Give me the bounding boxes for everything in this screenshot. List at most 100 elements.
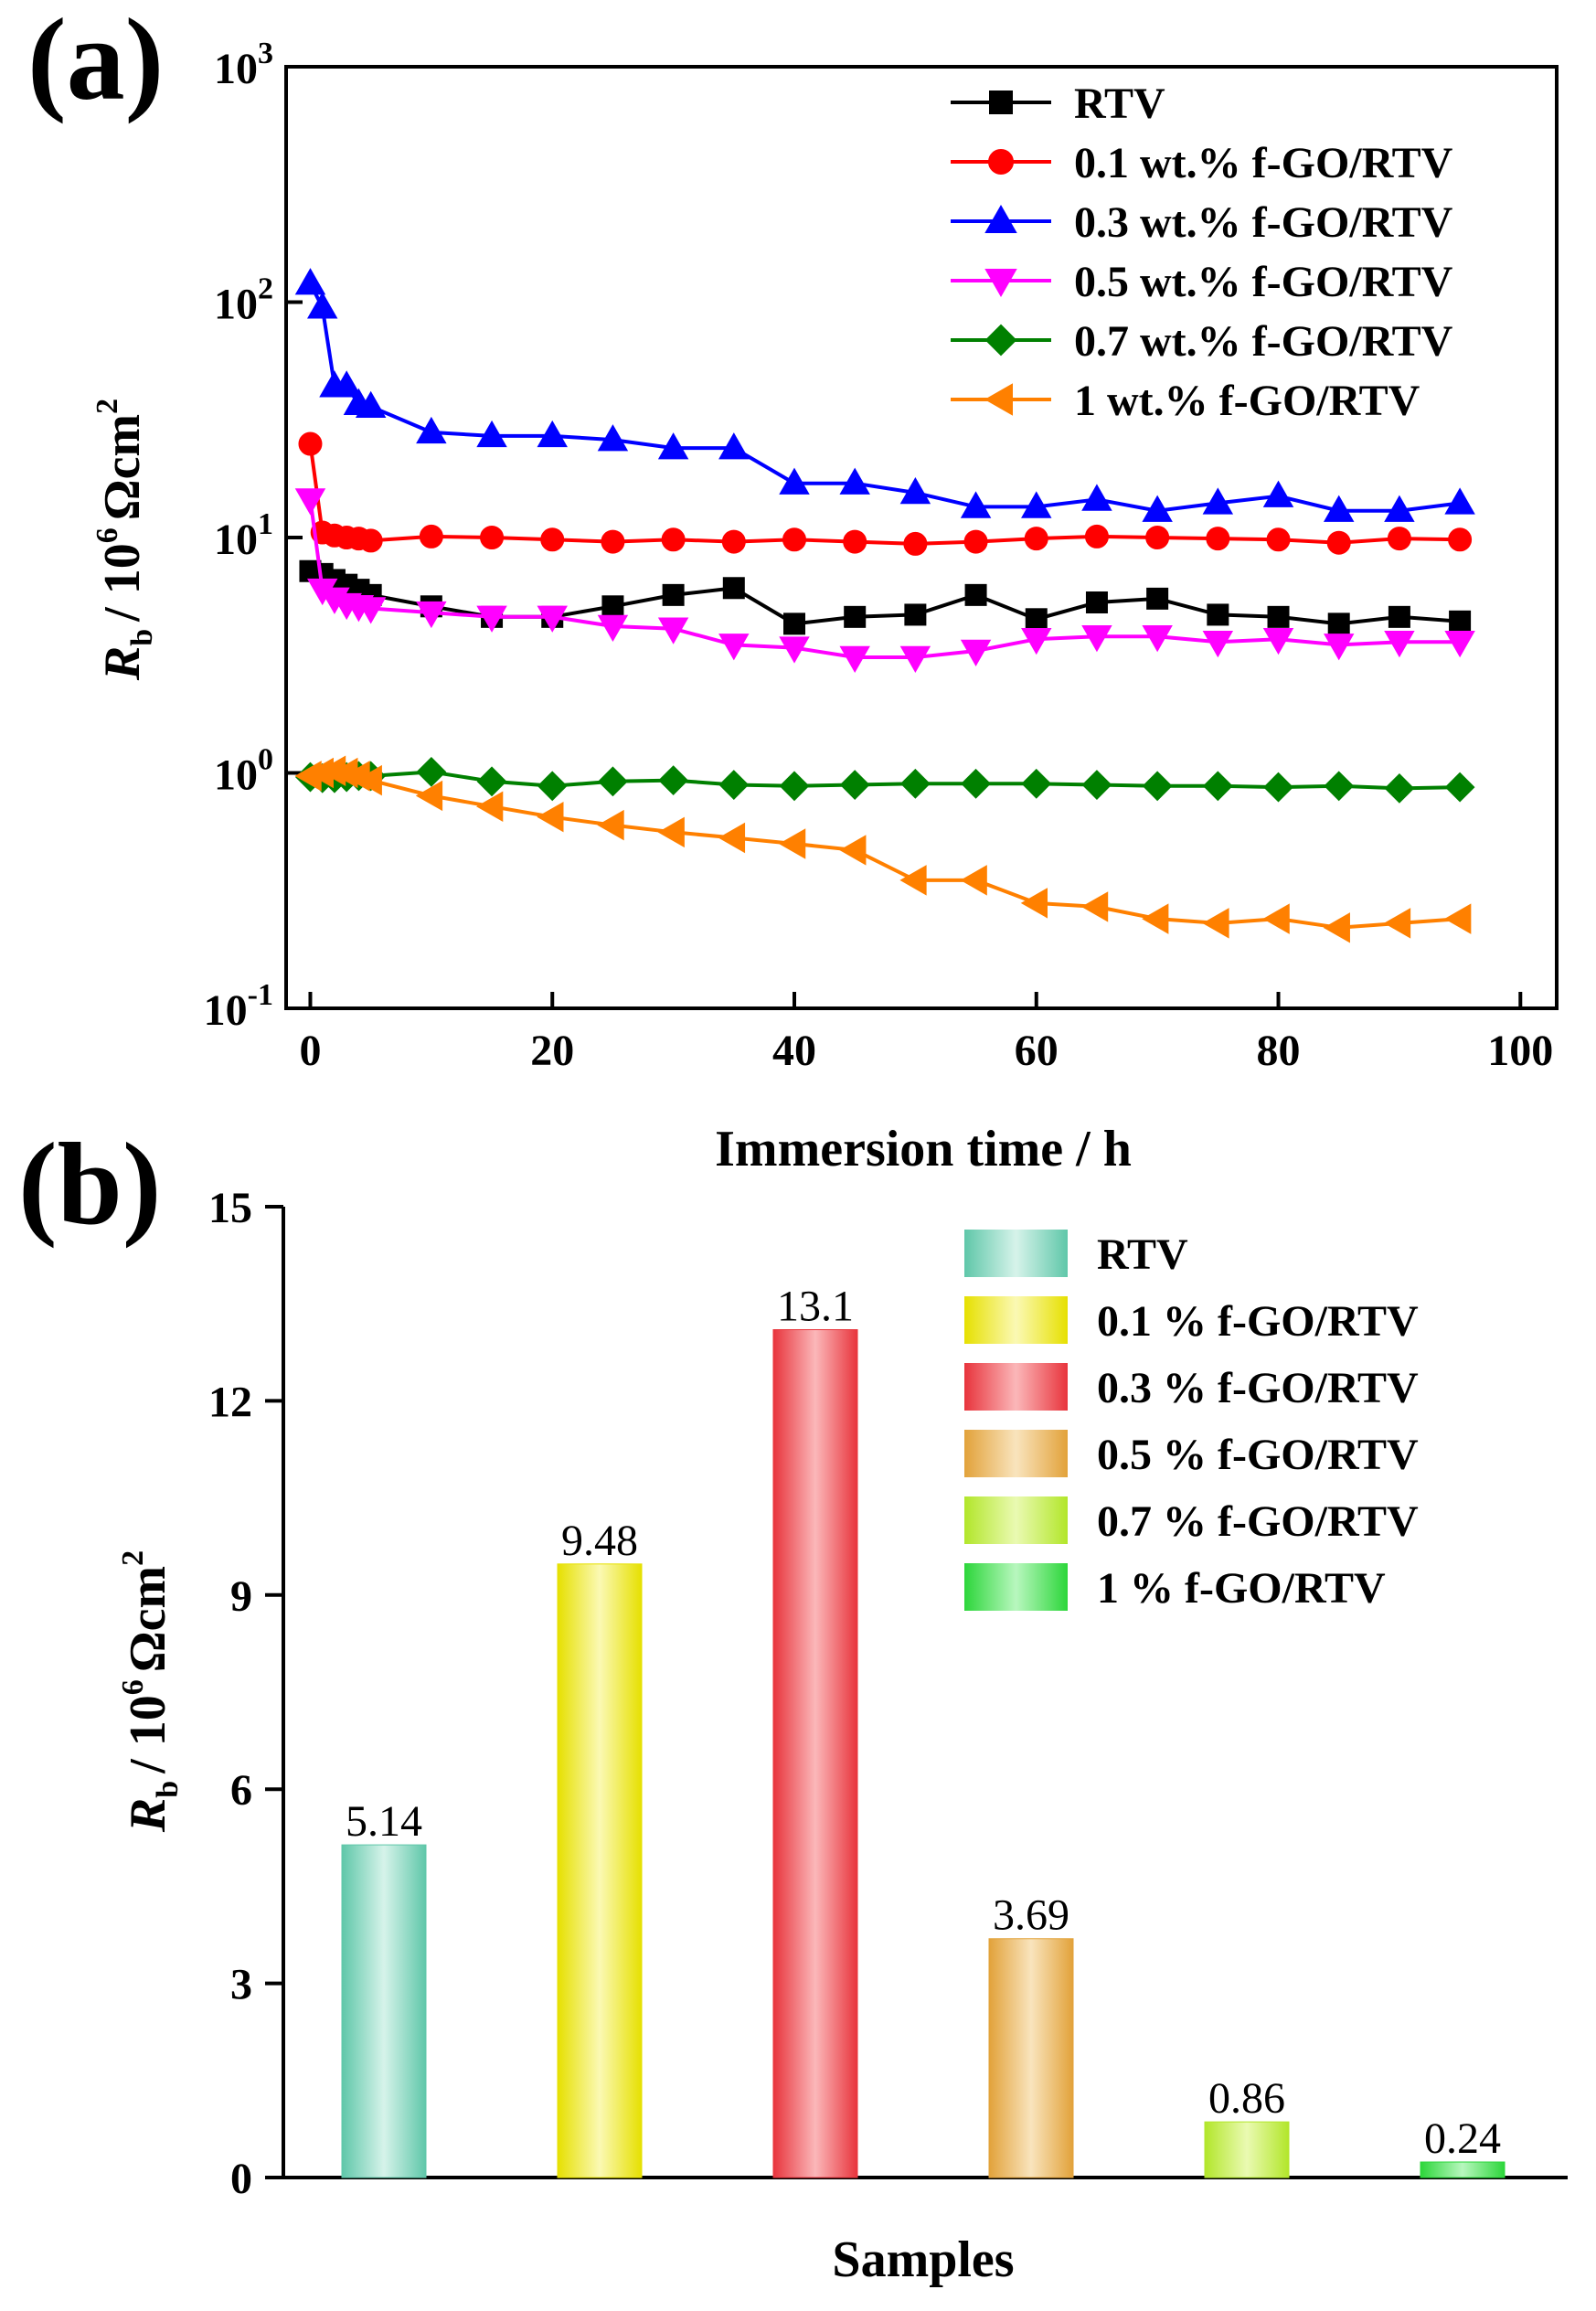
panel-a-x-tick-label-40: 40 — [772, 1027, 816, 1075]
data-point-rtv-23 — [1449, 610, 1472, 633]
data-point-1-wt-f-go-rtv-8 — [537, 801, 564, 833]
legend-item-rtv: RTV — [964, 1230, 1188, 1279]
data-point-0-1-wt-f-go-rtv-9 — [601, 529, 625, 554]
data-point-0-5-wt-f-go-rtv-22 — [1384, 631, 1415, 658]
data-point-1-wt-f-go-rtv-9 — [597, 809, 624, 841]
data-point-1-wt-f-go-rtv-19 — [1202, 908, 1229, 939]
panel-a-y-tick-label-0: 100 — [214, 743, 273, 800]
data-point-1-wt-f-go-rtv-21 — [1323, 912, 1350, 943]
panel-b-ylabel-unit-sq: 2 — [116, 1550, 150, 1566]
legend-swatch-0-7-f-go-rtv — [964, 1496, 1068, 1544]
legend-marker-0-3-wt-f-go-rtv — [984, 204, 1017, 233]
panel-a-y-axis-title: Rb / 106 Ωcm2 — [90, 399, 159, 681]
data-point-rtv-15 — [964, 583, 987, 606]
data-point-0-5-wt-f-go-rtv-8 — [537, 605, 568, 633]
legend-swatch-0-5-f-go-rtv — [964, 1430, 1068, 1477]
series-1-wt-f-go-rtv — [294, 755, 1472, 943]
data-point-1-wt-f-go-rtv-13 — [839, 835, 867, 866]
data-point-1-wt-f-go-rtv-7 — [476, 791, 504, 822]
legend-label-0-7-f-go-rtv: 0.7 % f-GO/RTV — [1097, 1497, 1419, 1546]
legend-marker-0-1-wt-f-go-rtv — [988, 149, 1014, 175]
data-point-0-3-wt-f-go-rtv-0 — [294, 268, 326, 295]
bar-1-f-go-rtv — [1420, 2161, 1506, 2178]
bar-group-1-f-go-rtv: 0.24 — [1420, 2114, 1506, 2178]
data-point-0-1-wt-f-go-rtv-21 — [1326, 530, 1351, 555]
legend-label-0-3-wt-f-go-rtv: 0.3 wt.% f-GO/RTV — [1074, 198, 1453, 247]
legend-item-0-3-f-go-rtv: 0.3 % f-GO/RTV — [964, 1363, 1419, 1412]
panel-a-x-axis: 0 20 40 60 80 100 — [299, 992, 1553, 1075]
panel-b-label: (b) — [18, 1119, 161, 1249]
legend-label-1-wt-f-go-rtv: 1 wt.% f-GO/RTV — [1074, 377, 1420, 425]
bar-group-0-3-f-go-rtv: 13.1 — [772, 1283, 858, 2178]
data-point-0-5-wt-f-go-rtv-17 — [1081, 624, 1112, 653]
data-point-rtv-14 — [904, 603, 927, 626]
panel-a-y-tick-label-2: 102 — [214, 272, 273, 329]
data-point-0-1-wt-f-go-rtv-12 — [782, 527, 806, 552]
panel-b-y-tick-label-0: 0 — [230, 2155, 252, 2203]
data-point-0-5-wt-f-go-rtv-7 — [476, 605, 507, 633]
data-point-0-5-wt-f-go-rtv-20 — [1262, 627, 1294, 655]
data-point-0-3-wt-f-go-rtv-15 — [960, 491, 992, 518]
data-point-0-3-wt-f-go-rtv-9 — [597, 424, 629, 452]
data-point-0-5-wt-f-go-rtv-10 — [657, 617, 689, 644]
panel-a-ylabel-subscript: b — [125, 629, 159, 646]
bar-0-7-f-go-rtv — [1204, 2121, 1290, 2178]
bar-group-rtv: 5.14 — [341, 1797, 427, 2178]
data-point-0-7-wt-f-go-rtv-8 — [537, 771, 568, 802]
data-point-0-7-wt-f-go-rtv-15 — [961, 768, 991, 799]
data-point-rtv-9 — [601, 595, 624, 618]
data-point-rtv-16 — [1025, 608, 1048, 631]
data-point-0-5-wt-f-go-rtv-0 — [294, 488, 326, 516]
panel-b-ylabel-exp: 6 — [116, 1679, 150, 1695]
panel-a-x-tick-label-100: 100 — [1487, 1027, 1553, 1075]
bar-0-5-f-go-rtv — [988, 1938, 1074, 2178]
legend-item-0-1-f-go-rtv: 0.1 % f-GO/RTV — [964, 1296, 1419, 1346]
legend-marker-1-wt-f-go-rtv — [984, 383, 1013, 416]
data-point-1-wt-f-go-rtv-14 — [899, 865, 927, 896]
bar-value-label-0-1-f-go-rtv: 9.48 — [561, 1517, 638, 1565]
data-point-rtv-12 — [783, 612, 805, 635]
bar-0-1-f-go-rtv — [557, 1563, 643, 2178]
data-point-rtv-10 — [662, 583, 685, 606]
data-point-0-1-wt-f-go-rtv-10 — [661, 527, 686, 552]
panel-a-y-axis: 10-1 100 101 102 103 — [204, 37, 303, 1035]
panel-b-y-tick-label-9: 9 — [230, 1572, 252, 1621]
panel-b-bars-group: 5.14 9.48 13.1 3.69 0.86 0.24 — [341, 1283, 1506, 2178]
panel-a-y-tick-label--1: 10-1 — [204, 978, 273, 1035]
bar-group-0-5-f-go-rtv: 3.69 — [988, 1891, 1074, 2178]
data-point-1-wt-f-go-rtv-23 — [1444, 903, 1472, 934]
panel-b-y-tick-label-3: 3 — [230, 1961, 252, 2009]
data-point-rtv-13 — [844, 605, 867, 628]
data-point-0-1-wt-f-go-rtv-19 — [1206, 527, 1230, 551]
data-point-0-7-wt-f-go-rtv-21 — [1324, 771, 1355, 802]
panel-a-x-tick-label-0: 0 — [299, 1027, 321, 1075]
data-point-0-7-wt-f-go-rtv-7 — [476, 766, 507, 797]
data-point-0-1-wt-f-go-rtv-14 — [903, 531, 928, 556]
data-point-0-3-wt-f-go-rtv-12 — [779, 467, 810, 495]
data-point-0-1-wt-f-go-rtv-5 — [358, 528, 383, 553]
legend-marker-rtv — [989, 91, 1013, 114]
legend-item-0-3-wt-f-go-rtv: 0.3 wt.% f-GO/RTV — [951, 198, 1453, 247]
data-point-0-7-wt-f-go-rtv-17 — [1081, 770, 1112, 800]
legend-item-0-7-f-go-rtv: 0.7 % f-GO/RTV — [964, 1496, 1419, 1546]
data-point-0-3-wt-f-go-rtv-3 — [331, 370, 362, 398]
data-point-0-3-wt-f-go-rtv-17 — [1081, 484, 1112, 511]
data-point-0-1-wt-f-go-rtv-20 — [1266, 527, 1291, 552]
data-point-0-3-wt-f-go-rtv-20 — [1262, 480, 1294, 507]
series-0-7-wt-f-go-rtv — [295, 756, 1475, 804]
legend-label-rtv: RTV — [1074, 80, 1165, 128]
legend-label-1-f-go-rtv: 1 % f-GO/RTV — [1097, 1564, 1386, 1613]
series-0-3-wt-f-go-rtv — [294, 268, 1475, 522]
data-point-0-3-wt-f-go-rtv-22 — [1384, 495, 1415, 522]
data-point-1-wt-f-go-rtv-16 — [1020, 888, 1048, 919]
panel-a-ylabel-unit: Ωcm — [94, 414, 151, 520]
data-point-0-1-wt-f-go-rtv-0 — [298, 431, 323, 456]
data-point-rtv-19 — [1207, 603, 1229, 626]
panel-b-y-tick-label-12: 12 — [208, 1378, 252, 1426]
data-point-0-7-wt-f-go-rtv-6 — [416, 756, 447, 787]
data-point-rtv-21 — [1327, 612, 1350, 635]
panel-b-ylabel-symbol: R — [120, 1798, 176, 1833]
series-0-5-wt-f-go-rtv — [294, 488, 1475, 673]
panel-a-ylabel-prefix: / 10 — [94, 543, 151, 623]
